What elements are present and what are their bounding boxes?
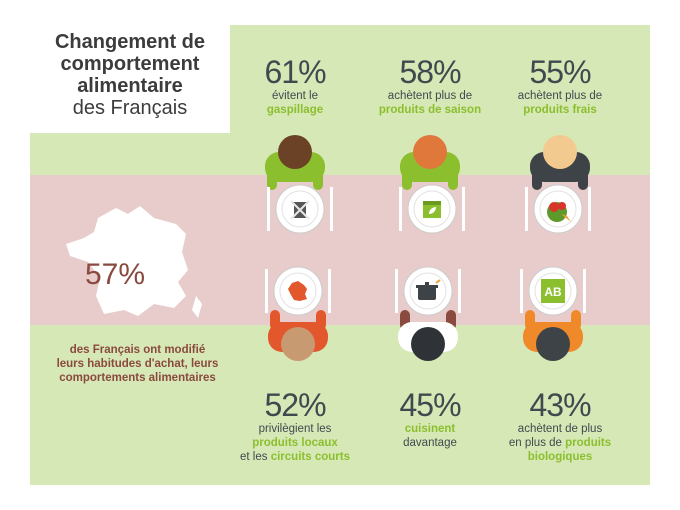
stat-highlight: biologiques xyxy=(527,451,593,463)
trash-crossed-icon xyxy=(290,200,310,220)
title-line-4: des Français xyxy=(72,97,188,119)
stat-text: en plus de xyxy=(508,437,562,449)
diner-person-icon xyxy=(400,135,460,190)
stat-percent: 45% xyxy=(399,387,461,423)
stat-text: achètent de plus xyxy=(517,423,603,435)
stat-text-line: en plus de produits xyxy=(475,436,645,450)
stat-highlight: produits de saison xyxy=(378,104,482,116)
stat-text: achètent plus de xyxy=(517,90,603,102)
stat-card-cuisinent: 45% cuisinent davantage xyxy=(345,388,515,450)
stat-percent: 61% xyxy=(264,54,326,90)
diner-person-icon xyxy=(530,135,590,190)
stat-highlight: circuits courts xyxy=(270,451,350,463)
stat-text: évitent le xyxy=(271,90,319,102)
stat-card-gaspillage: 61% évitent le gaspillage xyxy=(210,55,380,117)
france-description: des Français ont modifié leurs habitudes… xyxy=(56,344,219,384)
green-background-left xyxy=(30,133,230,175)
stat-text: privilègient les xyxy=(258,423,332,435)
svg-text:AB: AB xyxy=(544,285,562,299)
calendar-leaf-icon xyxy=(423,201,441,218)
france-map-icon xyxy=(66,206,202,318)
france-percent: 57% xyxy=(84,258,146,291)
stat-card-frais: 55% achètent plus de produits frais xyxy=(475,55,645,117)
stat-text-line: et les circuits courts xyxy=(210,450,380,464)
infographic-title: Changement de comportement alimentaire d… xyxy=(30,25,230,133)
stat-percent: 52% xyxy=(264,387,326,423)
stat-card-local: 52% privilègient les produits locaux et … xyxy=(210,388,380,464)
stat-highlight: produits frais xyxy=(523,104,597,116)
ab-label-icon: AB xyxy=(541,279,565,303)
diner-person-icon xyxy=(268,310,328,361)
stat-card-bio: 43% achètent de plus en plus de produits… xyxy=(475,388,645,464)
france-map-icon xyxy=(288,281,307,301)
diner-person-icon xyxy=(523,310,583,361)
diner-person-icon xyxy=(265,135,325,190)
stat-text: et les xyxy=(240,451,268,463)
stat-highlight: gaspillage xyxy=(266,104,324,116)
diner-person-icon xyxy=(398,310,458,361)
stat-percent: 55% xyxy=(529,54,591,90)
title-line-1: Changement de xyxy=(54,31,206,53)
title-line-3: alimentaire xyxy=(77,75,183,97)
stat-highlight: cuisinent xyxy=(404,423,456,435)
stat-text: davantage xyxy=(403,437,457,449)
cooking-pot-icon xyxy=(416,279,441,300)
stat-highlight: produits locaux xyxy=(252,437,338,449)
stat-percent: 58% xyxy=(399,54,461,90)
stat-text: achètent plus de xyxy=(387,90,473,102)
vegetables-icon xyxy=(547,202,571,222)
stat-card-saison: 58% achètent plus de produits de saison xyxy=(345,55,515,117)
stat-percent: 43% xyxy=(529,387,591,423)
title-line-2: comportement xyxy=(60,53,200,75)
stat-highlight: produits xyxy=(565,437,612,449)
